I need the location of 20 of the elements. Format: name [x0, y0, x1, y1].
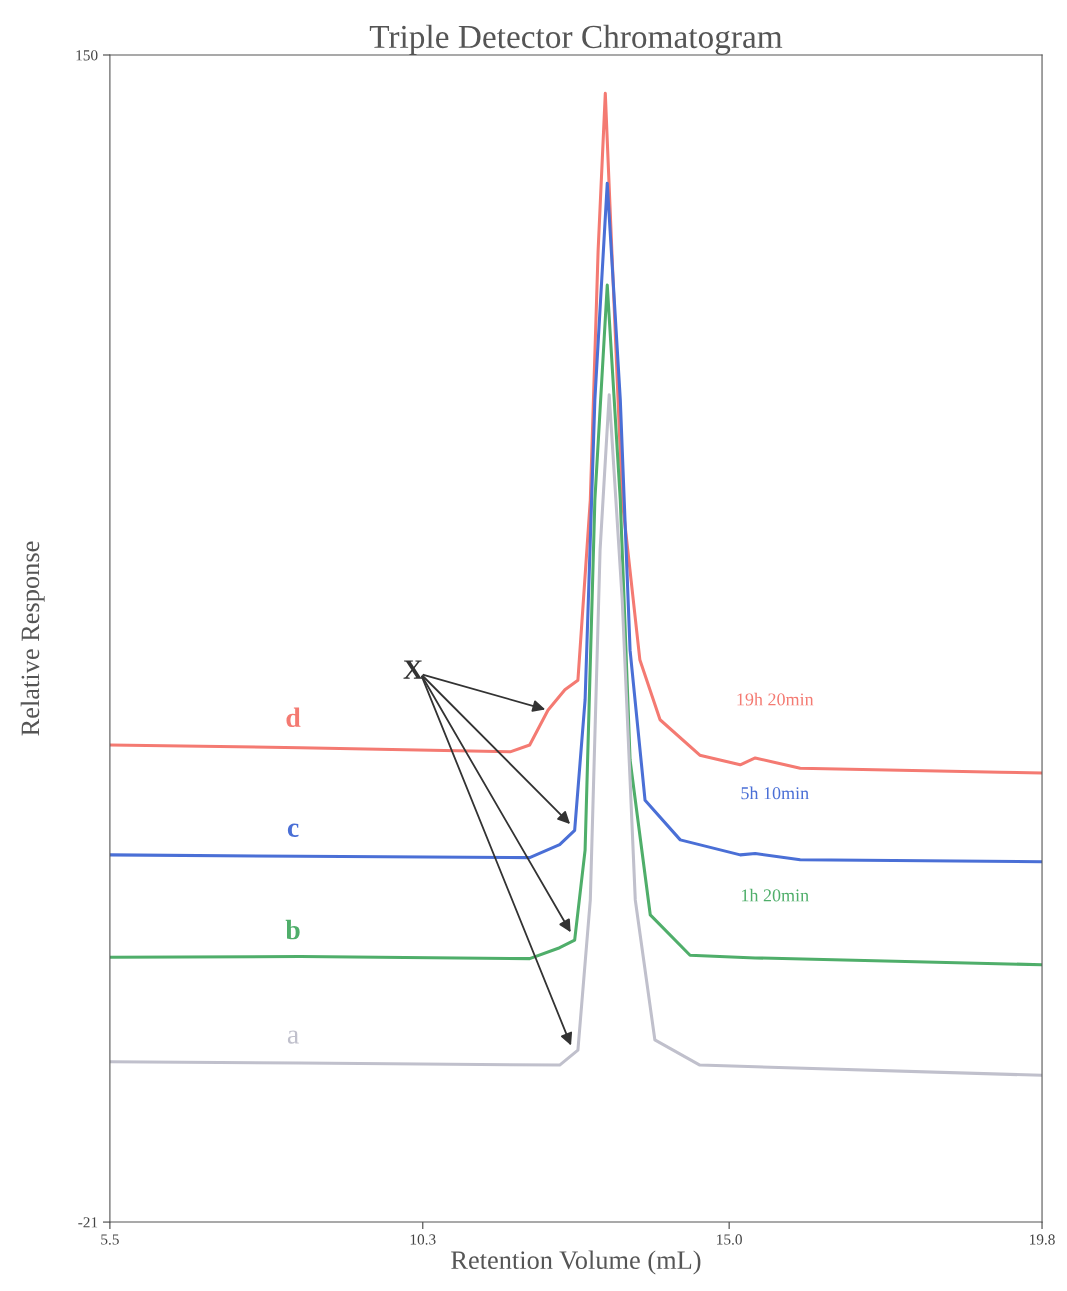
x-axis-title: Retention Volume (mL): [451, 1250, 701, 1275]
series-label: c: [287, 823, 299, 837]
line-series: [109, 181, 1043, 864]
y-tick-label: 150: [76, 50, 98, 61]
x-tick-label: 5.5: [101, 1234, 119, 1245]
series-label: d: [286, 707, 301, 728]
annotation: 19h 20min: [737, 692, 814, 706]
line-series: [109, 393, 1043, 1077]
annotation: 5h 10min: [741, 786, 809, 800]
line-series: [109, 283, 1043, 967]
series-label: a: [287, 1030, 299, 1044]
series-label: b: [285, 919, 300, 940]
x-tick-label: 10.3: [410, 1234, 436, 1245]
x-tick-label: 15.0: [717, 1234, 742, 1245]
y-tick-label: -21: [78, 1217, 98, 1228]
chart-title: Triple Detector Chromatogram: [369, 24, 783, 55]
annotation: 1h 20min: [742, 888, 809, 902]
annotation: X: [403, 660, 423, 679]
x-tick-label: 19.8: [1030, 1234, 1055, 1245]
y-axis-title: Relative Response: [20, 541, 45, 736]
